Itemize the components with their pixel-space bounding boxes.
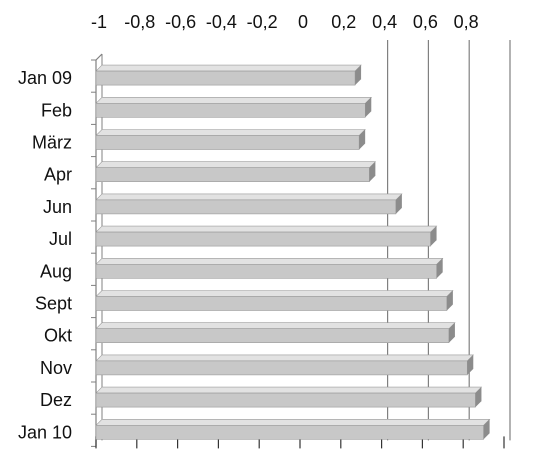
- bar-side-face: [369, 161, 376, 182]
- bar-side-face: [436, 258, 443, 279]
- bar: [95, 257, 444, 279]
- bar-side-face: [483, 419, 490, 440]
- bar: [95, 322, 456, 344]
- bar-layer: [95, 64, 491, 440]
- x-tick-label: 0,8: [454, 12, 479, 32]
- bar-top-face: [95, 193, 403, 201]
- y-tick-label: Okt: [44, 326, 72, 346]
- bar-top-face: [95, 257, 444, 265]
- x-tick-label: -0,2: [247, 12, 278, 32]
- x-tick-label: -1: [91, 12, 107, 32]
- y-tick-label: Nov: [40, 358, 72, 378]
- bar-front-face: [95, 424, 484, 440]
- y-tick-label: Jul: [49, 229, 72, 249]
- bar-top-face: [95, 225, 438, 233]
- bar-front-face: [95, 231, 431, 247]
- bar-side-face: [359, 129, 366, 150]
- x-tick-label: 0,4: [372, 12, 397, 32]
- bar-side-face: [446, 290, 453, 311]
- bar: [95, 129, 366, 150]
- x-tick-labels: -1 -0,8 -0,6 -0,4 -0,2 0 0,2 0,4 0,6 0,8: [91, 12, 479, 32]
- y-axis-depth-edge: [95, 53, 103, 61]
- bar-side-face: [475, 387, 482, 408]
- bar: [95, 354, 475, 376]
- bar-top-face: [95, 322, 456, 330]
- x-tick-label: 0: [298, 12, 308, 32]
- bar: [95, 290, 454, 311]
- bar-front-face: [95, 263, 437, 279]
- bar: [95, 64, 362, 86]
- y-tick-label: Aug: [40, 261, 72, 281]
- y-tick-label: Feb: [41, 100, 72, 120]
- y-tick-label: Jan 10: [18, 422, 72, 442]
- bar-top-face: [95, 386, 483, 394]
- bar-front-face: [95, 103, 366, 118]
- bar: [95, 161, 377, 182]
- bar-side-face: [448, 322, 455, 343]
- bar-side-face: [365, 97, 372, 118]
- bar: [95, 386, 483, 408]
- x-tick-label: -0,6: [165, 12, 196, 32]
- bar-top-face: [95, 290, 454, 297]
- x-tick-label: -0,4: [206, 12, 237, 32]
- y-tick-labels: Jan 09 Feb März Apr Jun Jul Aug Sept Okt Nov Dez Ja…: [18, 68, 72, 442]
- y-tick-label: März: [32, 133, 72, 153]
- bar-front-face: [95, 70, 356, 86]
- x-tick-label: 0,6: [413, 12, 438, 32]
- bar-front-face: [95, 392, 476, 408]
- bar-top-face: [95, 64, 362, 72]
- bar-front-face: [95, 199, 397, 215]
- bar-top-face: [95, 129, 366, 136]
- bar: [95, 193, 403, 215]
- bar-side-face: [395, 193, 402, 214]
- bar-side-face: [430, 226, 437, 247]
- bar-front-face: [95, 135, 360, 150]
- bar-top-face: [95, 97, 373, 104]
- y-tick-label: Jun: [43, 197, 72, 217]
- bar-front-face: [95, 167, 370, 182]
- bar-front-face: [95, 360, 468, 376]
- axis-layer: [91, 53, 505, 449]
- y-tick-label: Dez: [40, 390, 72, 410]
- bar: [95, 97, 373, 118]
- bar-front-face: [95, 296, 448, 311]
- bar-side-face: [355, 65, 362, 86]
- y-tick-label: Sept: [35, 294, 72, 314]
- x-tick-label: -0,8: [124, 12, 155, 32]
- bar: [95, 225, 438, 247]
- y-tick-label: Apr: [44, 165, 72, 185]
- bar-top-face: [95, 161, 377, 168]
- bar-side-face: [467, 354, 474, 375]
- y-tick-label: Jan 09: [18, 68, 72, 88]
- x-tick-label: 0,2: [331, 12, 356, 32]
- bar-top-face: [95, 354, 475, 362]
- bar: [95, 418, 491, 440]
- bar-front-face: [95, 328, 450, 344]
- bar-top-face: [95, 418, 491, 426]
